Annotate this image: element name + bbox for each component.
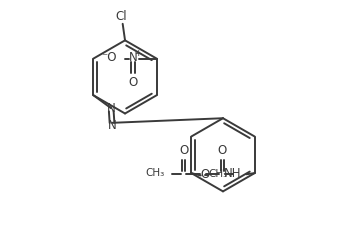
Text: O: O	[218, 144, 227, 157]
Text: N: N	[107, 102, 116, 115]
Text: O: O	[129, 76, 138, 89]
Text: ⁻O: ⁻O	[101, 51, 117, 64]
Text: CH₃: CH₃	[209, 169, 228, 179]
Text: +: +	[135, 49, 142, 58]
Text: CH₃: CH₃	[145, 168, 165, 178]
Text: O: O	[179, 144, 188, 157]
Text: Cl: Cl	[116, 10, 127, 23]
Text: NH: NH	[224, 167, 242, 180]
Text: O: O	[201, 168, 210, 181]
Text: N: N	[108, 119, 117, 132]
Text: N: N	[129, 51, 138, 64]
